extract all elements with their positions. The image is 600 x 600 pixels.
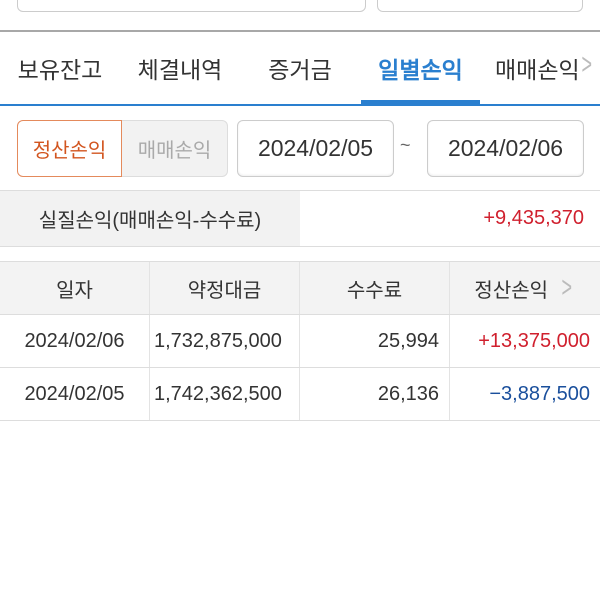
- table-row: 2024/02/05 1,742,362,500 26,136 −3,887,5…: [0, 368, 600, 421]
- tab-margin[interactable]: 증거금: [268, 57, 332, 83]
- tab-holdings[interactable]: 보유잔고: [17, 57, 103, 83]
- tab-executions[interactable]: 체결내역: [137, 57, 223, 83]
- table-row: 2024/02/06 1,732,875,000 25,994 +13,375,…: [0, 315, 600, 368]
- chevron-right-icon[interactable]: >: [561, 271, 573, 304]
- start-date-input[interactable]: 2024/02/05: [237, 120, 394, 177]
- tab-trading-pnl[interactable]: 매매손익: [495, 57, 580, 83]
- header-settlement-pnl-label: 정산손익: [474, 279, 549, 302]
- date-separator: ~: [400, 135, 411, 155]
- tab-bar-line: [0, 104, 600, 106]
- cell-fee: 25,994: [300, 315, 450, 367]
- cell-date: 2024/02/05: [0, 368, 150, 420]
- header-contract-amount: 약정대금: [150, 262, 300, 314]
- cell-fee: 26,136: [300, 368, 450, 420]
- cell-settlement-pnl: +13,375,000: [478, 329, 590, 352]
- header-settlement-pnl: 정산손익 >: [450, 262, 600, 314]
- summary-value: +9,435,370: [483, 207, 584, 229]
- cell-contract-amount: 1,742,362,500: [150, 368, 300, 420]
- active-tab-indicator: [361, 100, 480, 105]
- summary-row: 실질손익(매매손익-수수료) +9,435,370: [0, 190, 600, 247]
- cell-settlement-pnl: −3,887,500: [489, 382, 590, 405]
- cell-date: 2024/02/06: [0, 315, 150, 367]
- chevron-right-icon[interactable]: >: [581, 48, 593, 81]
- header-date: 일자: [0, 262, 150, 314]
- header-fee: 수수료: [300, 262, 450, 314]
- cell-contract-amount: 1,732,875,000: [150, 315, 300, 367]
- top-field-right[interactable]: [377, 0, 583, 12]
- end-date-input[interactable]: 2024/02/06: [427, 120, 584, 177]
- summary-label: 실질손익(매매손익-수수료): [0, 191, 300, 246]
- top-field-left[interactable]: [17, 0, 366, 12]
- segment-settlement-pnl[interactable]: 정산손익: [17, 120, 122, 177]
- table-header: 일자 약정대금 수수료 정산손익 >: [0, 261, 600, 315]
- segment-trading-pnl[interactable]: 매매손익: [122, 120, 228, 177]
- divider: [0, 30, 600, 32]
- tab-daily-pnl[interactable]: 일별손익: [378, 57, 463, 83]
